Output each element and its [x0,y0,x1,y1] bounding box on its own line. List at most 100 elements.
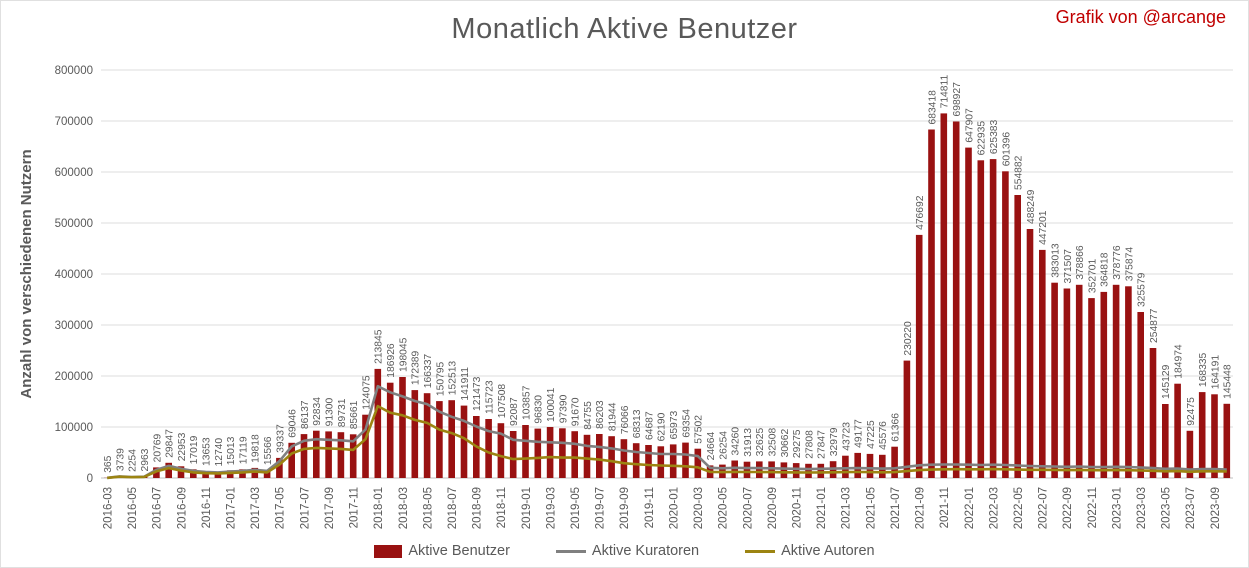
bar [1162,404,1169,478]
bar [694,448,702,478]
bar [337,432,345,478]
legend-item-benutzer: Aktive Benutzer [374,543,510,559]
legend: Aktive Benutzer Aktive Kuratoren Aktive … [1,543,1248,559]
x-tick-label: 2019-03 [545,487,557,529]
bar [325,431,332,478]
bar-value-label: 352701 [1087,258,1098,293]
bar-value-label: 121473 [472,376,483,411]
bar [965,147,972,478]
autoren-line-swatch [745,549,776,553]
plot-body: 0 100000 200000 300000 400000 500000 600000 700… [55,65,1234,529]
x-tick-label: 2019-11 [644,487,656,528]
bar [448,400,455,478]
bar-value-label: 86137 [300,400,311,429]
bar-value-label: 141911 [460,367,471,401]
bar-value-label: 86203 [595,400,606,429]
bar-value-label: 84755 [583,401,594,430]
bar [608,436,615,478]
bar-value-label: 15566 [263,436,274,465]
bar [805,463,812,478]
x-tick-label: 2023-09 [1210,487,1222,529]
bar-value-label: 198045 [398,337,409,372]
bar-value-label: 213845 [374,329,385,364]
x-tick-label: 2020-11 [792,487,804,528]
bar-value-label: 45576 [878,421,889,450]
bar-value-label: 447201 [1038,210,1049,245]
bar [817,463,825,478]
bar-value-label: 57502 [694,415,705,444]
bar [768,461,775,478]
bar [165,462,172,478]
legend-item-kuratoren: Aktive Kuratoren [555,543,700,559]
bar [1075,284,1083,478]
bar-value-label: 91670 [571,397,582,426]
bar-value-label: 2963 [140,448,151,471]
bar [596,434,603,478]
bar [1112,284,1120,478]
bar [509,431,517,478]
bar [1125,286,1132,478]
x-tick-label: 2021-11 [939,487,951,528]
bar-value-label: 172389 [411,350,422,385]
bar-value-label: 27808 [804,430,815,459]
x-tick-label: 2020-09 [767,487,779,529]
legend-label-kuratoren: Aktive Kuratoren [591,543,700,559]
bar [928,129,935,478]
bar [1063,288,1071,478]
bar [177,466,185,478]
bar-value-label: 29847 [165,429,176,458]
bar-value-label: 364818 [1100,252,1111,287]
bar-value-label: 69354 [681,409,692,438]
bar-value-label: 230220 [903,321,914,356]
bar [1137,312,1144,478]
bar [436,401,443,478]
x-tick-label: 2018-11 [496,487,508,528]
legend-item-autoren: Aktive Autoren [745,543,875,559]
x-tick-label: 2017-03 [250,487,262,529]
x-tick-label: 2018-07 [447,487,459,529]
bar [1026,229,1034,478]
bar [1198,392,1206,478]
bar-value-label: 91300 [325,397,336,426]
chart-title: Monatlich Aktive Benutzer [451,13,798,45]
bar-value-label: 378776 [1112,245,1123,280]
bar-value-label: 2254 [128,449,139,472]
bar [989,159,997,478]
bar [263,470,271,478]
y-tick-label: 600000 [55,167,93,179]
bar [657,446,665,478]
bar [411,390,419,478]
bar-value-label: 92087 [509,397,520,426]
bar-value-label: 3739 [115,448,126,471]
y-tick-label: 500000 [55,218,93,230]
bar-value-label: 145129 [1161,364,1172,399]
bar-value-label: 32508 [768,427,779,456]
bar [866,453,874,478]
x-tick-label: 2023-05 [1161,487,1173,529]
x-tick-label: 2016-05 [127,487,139,529]
x-tick-label: 2021-09 [915,487,927,529]
bar-value-label: 168335 [1198,352,1209,387]
bar-value-label: 647907 [964,108,975,143]
x-tick-label: 2018-03 [398,487,410,529]
bar [620,439,628,478]
bar [386,382,394,478]
x-tick-label: 2017-01 [226,487,238,529]
bar-value-label: 97390 [558,394,569,423]
x-tick-label: 2016-09 [176,487,188,529]
bar-value-label: 34260 [731,427,742,456]
bar-value-label: 683418 [927,90,938,125]
bar [682,442,689,478]
bar [854,452,861,478]
bar-value-label: 476692 [915,195,926,230]
bar-value-label: 64687 [644,411,655,440]
bar [522,425,529,478]
x-tick-label: 2021-07 [890,487,902,529]
bar [485,419,492,478]
bar-value-label: 164191 [1210,355,1221,390]
y-axis-title: Anzahl von verschiedenen Nutzern [18,149,35,398]
bar [743,461,751,478]
bar [731,460,738,478]
